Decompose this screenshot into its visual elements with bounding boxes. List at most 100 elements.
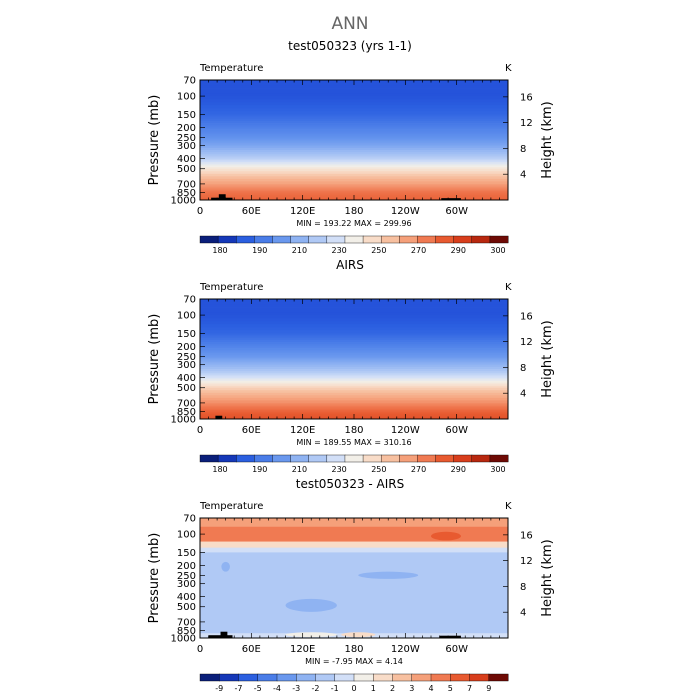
colorbar-swatch: [399, 454, 418, 463]
panel-1: test050323 (yrs 1-1) Temperature K 0 60E 120E…: [147, 39, 555, 255]
contour-band: [200, 547, 508, 553]
contour-band: [200, 348, 508, 351]
x-tick-label: 120W: [391, 644, 420, 655]
contour-band: [200, 366, 508, 370]
colorbar-label: 230: [332, 246, 347, 255]
contour-band: [200, 404, 508, 407]
colorbar-swatch: [489, 235, 509, 244]
height-tick-label: 4: [520, 170, 526, 181]
x-tick-label: 120E: [290, 206, 315, 217]
contour-band: [200, 129, 508, 132]
colorbar-label: 5: [448, 684, 453, 693]
contour-band: [200, 392, 508, 396]
colorbar-swatch: [296, 673, 316, 682]
colorbar-swatch: [353, 673, 374, 682]
colorbar-swatch: [453, 454, 473, 463]
contour-band: [200, 371, 508, 374]
x-tick-label: 60E: [242, 644, 261, 655]
contour-band: [200, 312, 508, 316]
colorbar-label: 2: [390, 684, 395, 693]
y-tick-label: 400: [177, 154, 196, 165]
contour-band: [200, 134, 508, 137]
y-tick-label: 250: [177, 133, 196, 144]
y-tick-label: 500: [177, 383, 196, 394]
contour-band: [200, 552, 508, 634]
contour-blob: [358, 571, 419, 579]
contour-band: [200, 364, 508, 368]
x-tick-label: 0: [197, 644, 203, 655]
y-axis-label-pressure: Pressure (mb): [147, 95, 162, 186]
topography: [441, 198, 461, 200]
contour-band: [200, 192, 508, 195]
colorbar-swatch: [489, 454, 509, 463]
contour-band: [200, 116, 508, 120]
x-tick-label: 0: [197, 206, 203, 217]
contour-band: [200, 390, 508, 394]
height-tick-label: 12: [520, 556, 533, 567]
units-label: K: [505, 282, 512, 293]
contour-band: [200, 178, 508, 182]
colorbar-label: 290: [451, 465, 466, 474]
colorbar-label: 7: [467, 684, 472, 693]
colorbar-label: 4: [428, 684, 433, 693]
colorbar-swatch: [254, 235, 273, 244]
colorbar-swatch: [308, 235, 328, 244]
contour-band: [200, 397, 508, 401]
colorbar-label: -4: [273, 684, 281, 693]
x-tick-label: 120E: [290, 644, 315, 655]
topography: [208, 635, 233, 638]
contour-band: [200, 191, 508, 194]
panel-title: test050323 (yrs 1-1): [288, 39, 412, 53]
colorbar-label: 190: [252, 465, 267, 474]
colorbar-label: 190: [252, 246, 267, 255]
contour-band: [200, 132, 508, 135]
contour-band: [200, 142, 508, 145]
colorbar-swatch: [469, 673, 490, 682]
contour-band: [200, 102, 508, 106]
colorbar: -9 -7 -5 -4 -3 -2 -1 0 1 2 3 4 5 7 9: [199, 673, 509, 693]
colorbar-label: 210: [292, 465, 307, 474]
height-tick-label: 16: [520, 92, 533, 103]
contour-band: [200, 412, 508, 415]
contour-band: [200, 160, 508, 163]
y-tick-label: 200: [177, 342, 196, 353]
colorbar-swatch: [344, 454, 364, 463]
colorbar-swatch: [236, 454, 255, 463]
contour-band: [200, 123, 508, 126]
contour-band: [200, 373, 508, 376]
x-tick-label: 120W: [391, 206, 420, 217]
panel-title: AIRS: [336, 258, 364, 272]
x-tick-label: 180: [344, 644, 363, 655]
topography: [220, 631, 228, 638]
colorbar-swatch: [257, 673, 278, 682]
contour-band: [200, 138, 508, 141]
contour-band: [200, 384, 508, 387]
height-tick-label: 8: [520, 144, 526, 155]
contour-band: [200, 154, 508, 157]
y-tick-label: 700: [177, 398, 196, 409]
y-tick-label: 150: [177, 329, 196, 340]
contour-band: [200, 411, 508, 414]
contour-band: [200, 333, 508, 336]
contour-band: [200, 318, 508, 322]
colorbar-swatch: [272, 235, 292, 244]
contour-band: [200, 188, 508, 191]
colorbar-label: 270: [411, 465, 426, 474]
x-tick-label: 60E: [242, 206, 261, 217]
y-tick-label: 850: [177, 626, 196, 637]
colorbar-swatch: [334, 673, 355, 682]
contour-band: [200, 359, 508, 361]
contour-band: [200, 141, 508, 144]
contour-band: [200, 395, 508, 399]
contour-band: [200, 309, 508, 313]
contour-band: [200, 105, 508, 109]
colorbar-swatch: [435, 235, 455, 244]
colorbar-swatch: [199, 454, 219, 463]
min-max-stats: MIN = -7.95 MAX = 4.14: [305, 657, 403, 666]
contour-band: [200, 349, 508, 352]
contour-band: [200, 185, 508, 188]
